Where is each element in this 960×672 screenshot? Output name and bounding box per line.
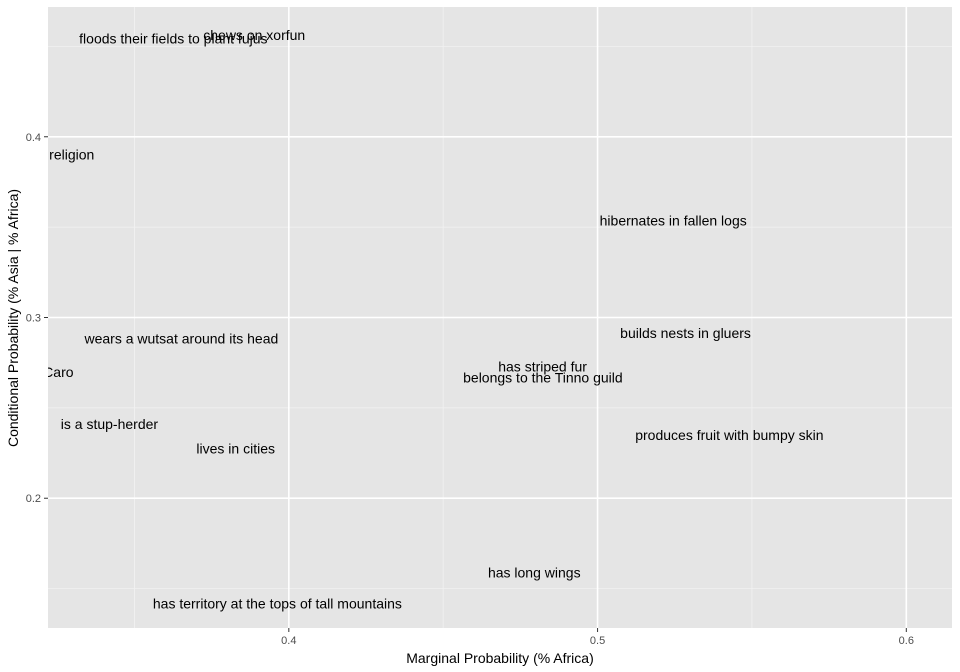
y-tick-label: 0.3 <box>26 313 41 325</box>
point-label: belongs to the Tinno guild <box>463 370 623 386</box>
x-tick-label: 0.4 <box>281 635 296 647</box>
y-tick-label: 0.4 <box>26 132 41 144</box>
point-label: chews on xorfun <box>203 27 305 43</box>
point-label: produces fruit with bumpy skin <box>635 427 823 443</box>
y-axis-title: Conditional Probability (% Asia | % Afri… <box>5 189 21 447</box>
x-axis: 0.4 0.5 0.6 <box>281 628 914 647</box>
label-layer: floods their fields to plant fujuschews … <box>0 27 824 612</box>
point-label: lives on the continent of Caro <box>0 364 74 380</box>
major-gridlines <box>48 7 952 628</box>
point-label: builds nests in gluers <box>620 325 751 341</box>
point-label: floods their fields to plant fujus <box>79 30 267 46</box>
x-tick-label: 0.6 <box>899 635 914 647</box>
point-label: lives in cities <box>196 440 275 456</box>
x-tick-label: 0.5 <box>590 635 605 647</box>
point-label: has territory at the tops of tall mounta… <box>153 596 402 612</box>
point-label: belongs to the Caboo religion <box>0 146 94 162</box>
point-label: has long wings <box>488 565 581 581</box>
point-label: has striped fur <box>498 359 587 375</box>
point-label: is a stup-herder <box>61 416 159 432</box>
point-label: hibernates in fallen logs <box>600 212 747 228</box>
point-label: wears a wutsat around its head <box>83 330 278 346</box>
x-axis-title: Marginal Probability (% Africa) <box>406 650 594 666</box>
y-axis: 0.2 0.3 0.4 <box>26 132 48 505</box>
y-tick-label: 0.2 <box>26 493 41 505</box>
